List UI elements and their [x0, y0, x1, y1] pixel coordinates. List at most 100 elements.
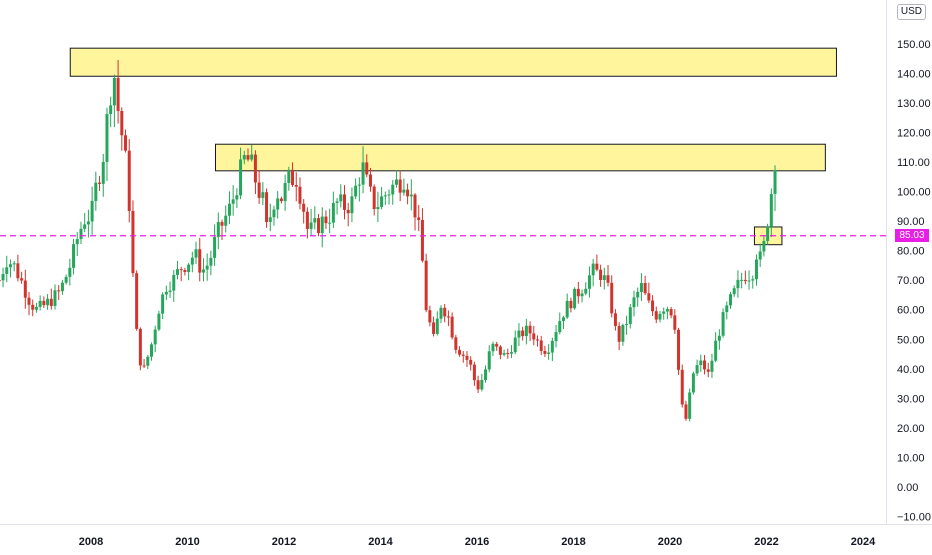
candle-body	[231, 199, 235, 204]
candle-body	[1, 273, 5, 281]
candle-body	[361, 162, 365, 185]
currency-badge[interactable]: USD	[896, 4, 926, 20]
candle-body	[580, 293, 584, 297]
candle-body	[172, 274, 176, 291]
candle-body	[576, 288, 580, 297]
candle-body	[762, 240, 766, 252]
candle-body	[413, 194, 417, 218]
candle-body	[458, 349, 462, 355]
candle-body	[346, 209, 350, 214]
candle-body	[758, 251, 762, 260]
candle-body	[524, 325, 528, 337]
candle-body	[250, 154, 254, 160]
candle-body	[732, 288, 736, 295]
y-tick-label: 140.00	[897, 68, 931, 80]
candle-body	[354, 185, 358, 197]
candle-body	[432, 322, 436, 334]
candle-body	[484, 369, 488, 380]
candle-body	[216, 222, 220, 238]
candle-body	[42, 300, 46, 306]
candle-body	[302, 203, 306, 212]
candle-body	[309, 222, 313, 229]
candle-body	[743, 279, 747, 282]
candle-body	[261, 192, 265, 198]
candle-body	[498, 346, 502, 355]
candle-body	[673, 315, 677, 330]
candle-body	[651, 300, 655, 312]
candle-body	[554, 332, 558, 341]
candle-body	[127, 150, 131, 211]
candle-body	[599, 269, 603, 280]
candle-body	[766, 226, 770, 241]
candle-body	[60, 282, 64, 292]
x-axis-labels: 2008 2010 2012 2014 2016 2018 2020 2022 2024	[79, 536, 876, 548]
candle-body	[31, 304, 35, 310]
candle-body	[368, 174, 372, 187]
candle-body	[380, 196, 384, 208]
candle-body	[539, 340, 543, 351]
candle-body	[94, 182, 98, 201]
candle-body	[146, 356, 150, 366]
candle-body	[209, 257, 213, 266]
candle-body	[688, 392, 692, 419]
y-tick-label: −10.00	[897, 512, 931, 524]
candle-body	[294, 185, 298, 187]
y-tick-label: 10.00	[897, 452, 925, 464]
candle-body	[64, 276, 68, 283]
candle-body	[398, 179, 402, 193]
candle-body	[83, 224, 87, 229]
candle-body	[34, 306, 38, 310]
candle-body	[621, 324, 625, 342]
candle-body	[27, 297, 31, 305]
candle-body	[342, 194, 346, 210]
candle-body	[595, 263, 599, 270]
y-tick-label: 40.00	[897, 364, 925, 376]
candle-body	[201, 269, 205, 273]
candle-body	[406, 189, 410, 197]
candle-body	[213, 237, 217, 258]
candle-body	[639, 282, 643, 292]
candle-body	[339, 194, 343, 202]
candle-body	[257, 182, 261, 198]
candle-body	[124, 135, 128, 151]
candle-body	[46, 298, 50, 306]
candle-body	[703, 360, 707, 370]
candle-body	[528, 325, 532, 334]
candle-body	[105, 114, 109, 162]
candle-body	[90, 200, 94, 222]
candle-body	[469, 359, 473, 365]
candle-body	[57, 290, 61, 292]
candle-body	[535, 339, 539, 341]
candle-body	[495, 343, 499, 347]
candle-body	[227, 203, 231, 216]
candle-body	[550, 340, 554, 353]
candle-body	[224, 215, 228, 226]
candle-body	[272, 209, 276, 218]
x-tick-label: 2020	[658, 536, 682, 548]
y-tick-label: 110.00	[897, 157, 930, 169]
y-tick-label: 130.00	[897, 98, 931, 110]
candle-body	[643, 282, 647, 294]
candle-body	[279, 198, 283, 202]
candle-body	[86, 221, 90, 225]
candle-body	[376, 207, 380, 210]
candle-body	[120, 110, 124, 136]
candle-body	[276, 198, 280, 210]
candle-body	[736, 279, 740, 289]
candle-body	[149, 344, 153, 357]
candle-body	[584, 288, 588, 294]
x-tick-label: 2022	[754, 536, 778, 548]
candle-body	[53, 290, 57, 306]
candle-body	[699, 360, 703, 366]
candle-body	[335, 201, 339, 203]
candle-body	[513, 337, 517, 353]
candle-body	[387, 194, 391, 196]
candle-body	[291, 169, 295, 186]
candle-body	[717, 335, 721, 341]
y-tick-label: 90.00	[897, 216, 925, 228]
candle-body	[647, 293, 651, 301]
candle-body	[569, 300, 573, 309]
candle-body	[12, 263, 16, 265]
candle-body	[268, 217, 272, 222]
